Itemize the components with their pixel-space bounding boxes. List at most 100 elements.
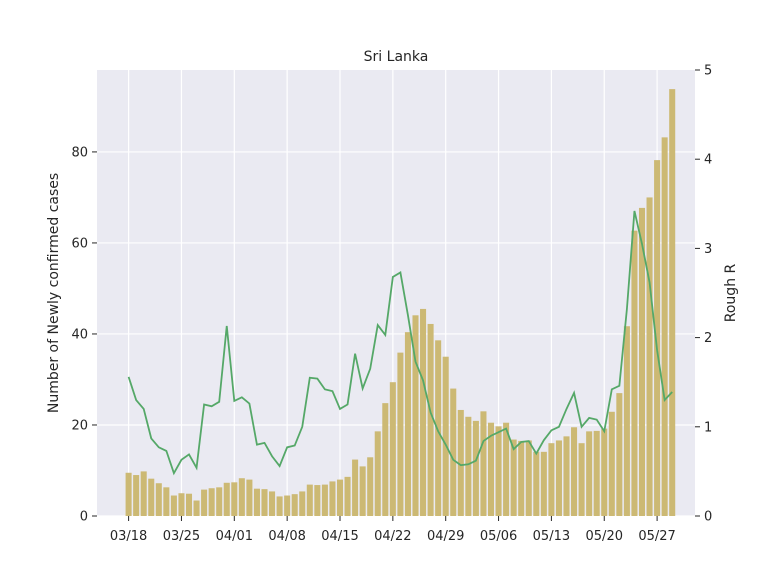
case-bar [654,160,661,517]
case-bar [344,476,351,516]
x-tick-label: 04/15 [321,529,358,544]
case-bar [472,420,479,516]
case-bar [253,488,260,516]
chart-title: Sri Lanka [364,49,429,65]
case-bar [367,457,374,516]
case-bar [148,478,155,516]
case-bar [261,489,268,516]
case-bar [435,340,442,516]
y2-tick-label: 1 [704,420,712,435]
case-bar [314,485,321,516]
case-bar [638,207,646,516]
case-bar [661,137,668,517]
case-bar [163,487,170,516]
rough-r-line [127,210,673,476]
case-bar [457,409,464,516]
case-bar [412,315,419,516]
case-bar [359,466,366,516]
y2-tick-label: 5 [704,64,712,79]
y-tick-label: 20 [71,418,88,433]
y2-tick-label: 0 [704,510,712,525]
case-bar [291,494,298,516]
case-bar [155,483,162,516]
case-bar [306,484,313,516]
case-bar [420,308,427,516]
case-bar [487,422,495,516]
y-tick-label: 40 [71,327,88,342]
case-bar [352,459,359,516]
x-tick-label: 05/06 [480,529,517,544]
case-bar [208,488,215,516]
case-bar [533,451,540,516]
case-bar [284,495,291,516]
case-bar [336,479,344,516]
x-tick-label: 04/08 [268,529,305,544]
case-bar [216,487,223,516]
x-tick-label: 03/18 [110,529,147,544]
case-bar [623,326,630,516]
case-bar [193,500,200,516]
case-bar [140,471,147,516]
case-bar [616,393,623,516]
y2-tick-label: 3 [704,242,712,257]
case-bar [465,416,472,516]
y2-axis-title: Rough R [723,263,739,322]
case-bar [276,496,283,516]
case-bar [329,481,336,516]
x-tick-label: 05/13 [533,529,570,544]
case-bar [442,356,449,516]
case-bar [548,443,555,516]
case-bar [125,472,132,516]
y-tick-label: 0 [80,510,88,525]
case-bar [631,230,638,516]
case-bar [170,495,177,516]
case-bar [608,411,615,516]
case-bar [555,440,562,516]
case-bar [540,451,547,516]
y-tick-label: 60 [71,236,88,251]
case-bar [321,484,328,516]
case-bar [571,427,578,516]
case-bar [669,89,676,517]
case-bar [495,426,502,516]
y2-tick-label: 2 [704,331,712,346]
left-axis-ticks: 0 20 40 60 80 [71,145,97,525]
x-tick-label: 05/20 [586,529,623,544]
right-axis-ticks: 0 1 2 3 4 5 [695,64,712,525]
case-bar [427,323,434,516]
x-tick-label: 04/29 [427,529,464,544]
case-bar [525,440,532,516]
case-bar [404,332,411,516]
case-bar [397,352,404,516]
case-bar [646,197,653,516]
case-bar [563,436,570,516]
x-tick-label: 05/27 [638,529,675,544]
case-bar [246,479,253,516]
case-bar [586,431,593,516]
case-bar [510,439,517,516]
y2-tick-label: 4 [704,153,712,168]
case-bar [518,440,525,516]
case-bar [223,482,230,516]
case-bar [601,428,608,516]
case-bar [382,403,389,516]
x-tick-label: 04/01 [216,529,253,544]
case-bar [231,482,238,516]
case-bar [178,493,185,516]
case-bar [374,431,381,516]
case-bar [450,388,457,516]
bar-series [125,89,676,517]
case-bar [238,478,245,516]
x-tick-label: 03/25 [163,529,200,544]
case-bar [133,475,140,516]
case-bar [593,430,600,516]
case-bar [299,491,306,516]
case-bar [389,382,396,516]
y-tick-label: 80 [71,145,88,160]
case-bar [201,489,208,516]
case-bar [503,422,510,516]
x-tick-label: 04/22 [374,529,411,544]
case-bar [480,411,487,516]
case-bar [269,491,276,516]
